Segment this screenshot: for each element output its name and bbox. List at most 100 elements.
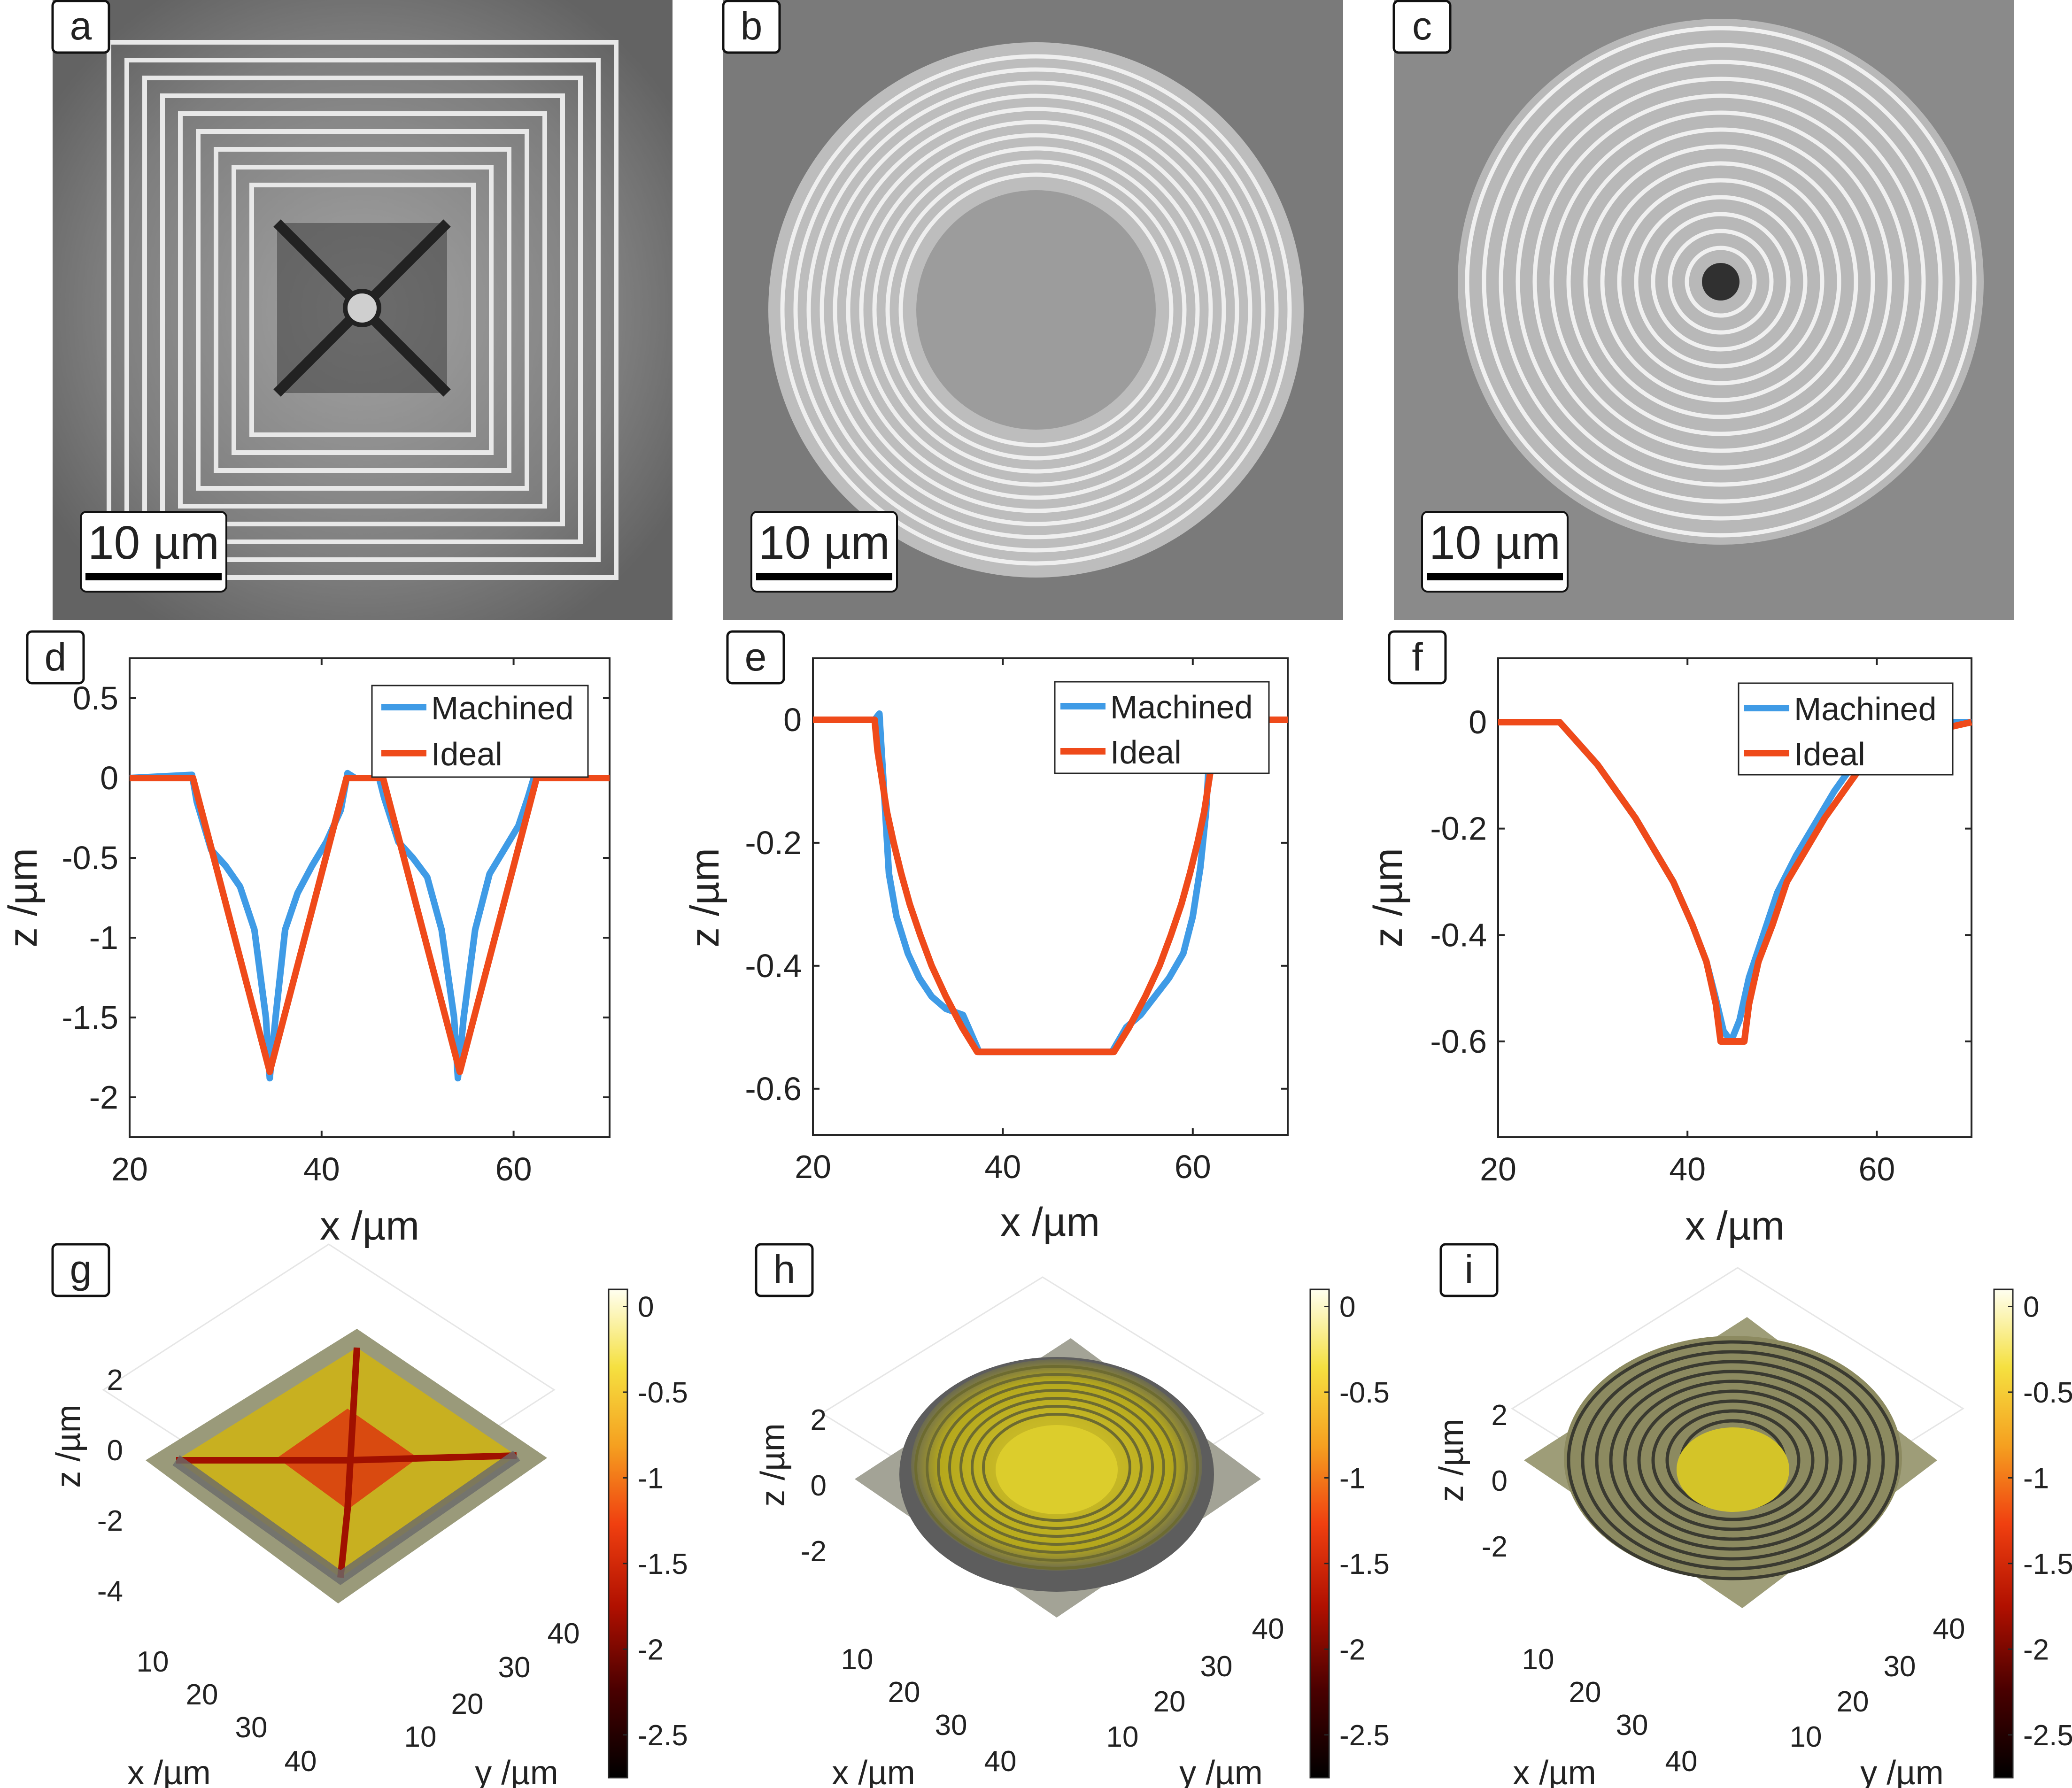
terrace-step (214, 147, 511, 473)
cylinder-floor (916, 190, 1156, 430)
colorbar-tick-label: -0.5 (1339, 1377, 1390, 1409)
cone-ring (1499, 60, 1943, 504)
y-tick-label: 0 (783, 701, 802, 738)
cylinder-ring (898, 172, 1174, 447)
y-tick-h: 20 (1153, 1686, 1186, 1718)
cone-ring (1532, 93, 1909, 470)
colorbar-tick-label: -2 (1339, 1634, 1365, 1666)
y-tick-i: 30 (1884, 1650, 1916, 1683)
svg-text:g: g (70, 1247, 92, 1291)
legend-f: Machined Ideal (1738, 682, 1954, 776)
legend-label-ideal: Ideal (431, 736, 503, 772)
cone-apex (1702, 263, 1740, 301)
cone-ring (1583, 144, 1858, 419)
y-axis-label-g: y /µm (475, 1754, 558, 1788)
cylinder-ring (846, 120, 1226, 500)
legend-d: Machined Ideal (371, 685, 589, 778)
cone-ring (1465, 26, 1977, 538)
legend-label-machined: Machined (1794, 691, 1937, 727)
scale-bar-b: 10 µm (750, 511, 898, 593)
svg-text:h: h (773, 1247, 796, 1291)
cylinder-ring-3d (926, 1373, 1188, 1562)
terrace-step (196, 129, 529, 491)
y-tick-i: 10 (1790, 1721, 1822, 1753)
legend-label-ideal: Ideal (1794, 736, 1865, 772)
cone-ring-3d (1609, 1370, 1857, 1551)
plot-area-f: 0 -0.2 -0.4 -0.6 20 40 60 (1430, 658, 1972, 1187)
panel-label-g: g (51, 1243, 110, 1297)
colorbar-g: 0 -0.5 -1 -1.5 -2 -2.5 (608, 1288, 688, 1779)
terrace-step (160, 93, 565, 526)
x-axis-label-f: x /µm (1685, 1203, 1785, 1249)
cone-ring-3d (1623, 1380, 1843, 1541)
cone-ring (1634, 195, 1808, 369)
y-axis-label-i: y /µm (1860, 1754, 1943, 1788)
surface-panel-i: i z /µm 2 0 -2 10 20 30 40 10 20 30 40 x… (1433, 1243, 1965, 1788)
terrace-step (232, 165, 494, 455)
y-tick-label: -0.2 (1430, 810, 1487, 847)
z-axis-label-i: z /µm (1433, 1418, 1470, 1502)
y-tick-g: 10 (404, 1721, 437, 1753)
svg-text:10 µm: 10 µm (88, 516, 219, 569)
cylinder-ring-3d (914, 1365, 1199, 1570)
x-tick-h: 20 (888, 1676, 920, 1709)
svg-text:10 µm: 10 µm (758, 516, 890, 569)
cylinder-ring-3d (982, 1413, 1131, 1522)
x-tick-label: 60 (495, 1151, 532, 1187)
cone-ring-3d (1637, 1389, 1829, 1531)
y-tick-label: -0.4 (745, 948, 802, 984)
cylinder-ring (780, 54, 1292, 566)
svg-text:e: e (745, 635, 767, 679)
panel-label-f: f (1388, 630, 1447, 685)
y-tick-i: 20 (1837, 1686, 1869, 1718)
cone-ring-3d (1567, 1340, 1899, 1580)
z-axis-label-g: z /µm (50, 1404, 87, 1487)
cone-ring (1617, 178, 1825, 385)
cylinder-ring-3d (937, 1381, 1176, 1554)
chart-panel-d: 0.5 0 -0.5 -1 -1.5 -2 20 40 60 d x /µm z /µm Mac… (0, 630, 611, 1249)
x-axis-label-h: x /µm (832, 1754, 915, 1788)
pyramid-ridges-g (176, 1347, 517, 1578)
panel-label-d: d (26, 630, 85, 685)
legend-label-machined: Machined (431, 690, 574, 726)
chart-panel-f: 0 -0.2 -0.4 -0.6 20 40 60 f x /µm z /µm Machin… (1366, 630, 1972, 1249)
colorbar-tick-label: -1 (2023, 1462, 2049, 1495)
x-axis-label-d: x /µm (320, 1203, 419, 1249)
terrace-step (178, 111, 547, 509)
x-axis-label-g: x /µm (127, 1754, 210, 1788)
legend-e: Machined Ideal (1054, 681, 1270, 774)
cone-ring (1600, 161, 1841, 402)
pyramid-wall-g (172, 1450, 520, 1585)
cylinder-ring (806, 80, 1266, 539)
cylinder-rings (780, 54, 1292, 566)
y-tick-g: 20 (451, 1688, 484, 1720)
scale-bar-a: 10 µm (80, 511, 227, 593)
z-tick-g: 2 (107, 1364, 123, 1396)
colorbar-tick-label: -1 (1339, 1462, 1365, 1495)
series-line-ideal (1498, 719, 1972, 1045)
x-tick-h: 40 (984, 1745, 1017, 1778)
surface-panel-g: g z /µm 2 0 -2 -4 10 20 30 40 10 20 30 4… (50, 1243, 580, 1788)
series-line-ideal (130, 775, 610, 1075)
legend-label-machined: Machined (1110, 689, 1253, 725)
z-tick-g: 0 (107, 1434, 123, 1467)
y-tick-label: -0.4 (1430, 917, 1487, 953)
y-tick-label: -1 (89, 919, 118, 956)
x-tick-label: 40 (303, 1151, 340, 1187)
cylinder-ring (833, 107, 1239, 513)
terrace-step (249, 183, 476, 437)
z-axis-label-h: z /µm (754, 1423, 792, 1506)
micrograph-panel-a (53, 0, 673, 620)
series-line-ideal (813, 717, 1288, 1056)
cone-ring-3d (1651, 1399, 1815, 1521)
cone-ring (1515, 77, 1926, 487)
cylinder-ring-3d (948, 1389, 1165, 1546)
surface-panel-h: h z /µm 2 0 -2 10 20 30 40 10 20 30 40 x… (754, 1243, 1284, 1788)
y-tick-label: 0 (100, 760, 118, 796)
y-tick-g: 40 (548, 1618, 580, 1650)
svg-text:10 µm: 10 µm (1429, 516, 1561, 569)
terrace-step (142, 76, 583, 544)
cone-ring-3d (1581, 1350, 1885, 1571)
x-tick-i: 40 (1665, 1745, 1698, 1778)
x-tick-label: 40 (984, 1148, 1021, 1185)
